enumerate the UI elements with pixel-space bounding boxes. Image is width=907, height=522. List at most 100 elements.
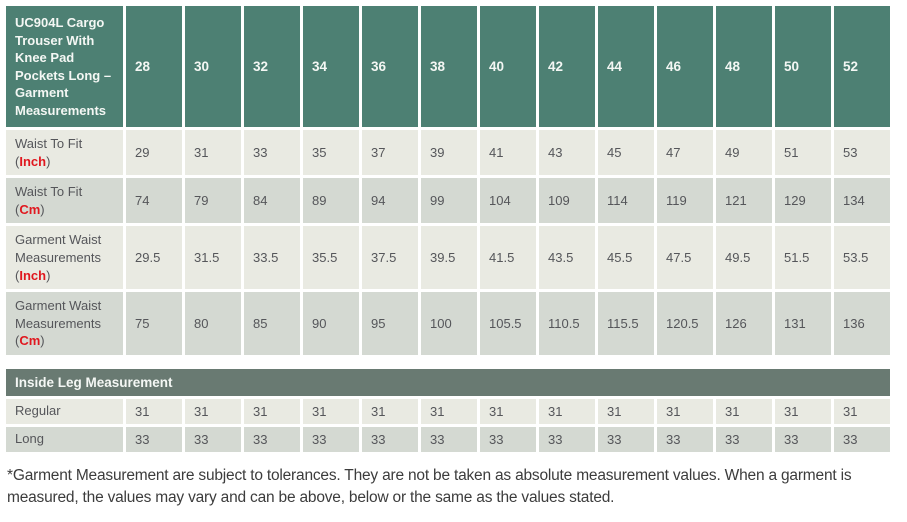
value-size-36: 37 [362, 130, 418, 176]
size-header-44: 44 [598, 6, 654, 128]
value-size-32: 84 [244, 178, 300, 224]
tolerance-footnote: *Garment Measurement are subject to tole… [7, 466, 852, 507]
value-size-34: 33 [303, 426, 359, 452]
value-size-44: 45 [598, 130, 654, 176]
measurement-row-2: Waist To Fit (Cm) 74 79 84 89 94 99 104 109 114 11… [6, 178, 890, 224]
row-label: Waist To Fit (Inch) [6, 130, 123, 176]
size-header-46: 46 [657, 6, 713, 128]
value-size-30: 31.5 [185, 226, 241, 290]
value-size-52: 134 [834, 178, 890, 224]
measurement-row-3: Garment Waist Measurements (Inch) 29.5 31.… [6, 226, 890, 290]
value-size-28: 31 [126, 398, 182, 424]
value-size-34: 31 [303, 398, 359, 424]
value-size-42: 43 [539, 130, 595, 176]
size-header-40: 40 [480, 6, 536, 128]
value-size-48: 49 [716, 130, 772, 176]
value-size-48: 121 [716, 178, 772, 224]
size-header-34: 34 [303, 6, 359, 128]
value-size-36: 31 [362, 398, 418, 424]
value-size-28: 74 [126, 178, 182, 224]
value-size-46: 47 [657, 130, 713, 176]
value-size-42: 109 [539, 178, 595, 224]
value-size-50: 33 [775, 426, 831, 452]
value-size-40: 41 [480, 130, 536, 176]
value-size-36: 95 [362, 292, 418, 355]
size-header-32: 32 [244, 6, 300, 128]
size-header-50: 50 [775, 6, 831, 128]
value-size-48: 126 [716, 292, 772, 355]
inside-leg-table: Inside Leg Measurement Regular 31 31 31 31 31… [3, 366, 893, 455]
value-size-32: 31 [244, 398, 300, 424]
value-size-28: 29 [126, 130, 182, 176]
table-title: UC904L Cargo Trouser With Knee Pad Pocke… [6, 6, 123, 128]
value-size-38: 31 [421, 398, 477, 424]
value-size-30: 31 [185, 130, 241, 176]
value-size-30: 31 [185, 398, 241, 424]
value-size-32: 33 [244, 130, 300, 176]
value-size-50: 131 [775, 292, 831, 355]
value-size-42: 33 [539, 426, 595, 452]
value-size-44: 114 [598, 178, 654, 224]
value-size-30: 33 [185, 426, 241, 452]
value-size-46: 33 [657, 426, 713, 452]
value-size-40: 105.5 [480, 292, 536, 355]
row-label: Waist To Fit (Cm) [6, 178, 123, 224]
value-size-42: 31 [539, 398, 595, 424]
row-label: Garment Waist Measurements (Cm) [6, 292, 123, 355]
value-size-42: 43.5 [539, 226, 595, 290]
value-size-38: 39.5 [421, 226, 477, 290]
garment-measurements-table: UC904L Cargo Trouser With Knee Pad Pocke… [3, 3, 893, 358]
value-size-46: 47.5 [657, 226, 713, 290]
value-size-34: 90 [303, 292, 359, 355]
value-size-48: 49.5 [716, 226, 772, 290]
size-header-30: 30 [185, 6, 241, 128]
size-header-52: 52 [834, 6, 890, 128]
unit-label: (Cm) [15, 201, 45, 217]
value-size-42: 110.5 [539, 292, 595, 355]
value-size-36: 33 [362, 426, 418, 452]
value-size-52: 53 [834, 130, 890, 176]
value-size-40: 104 [480, 178, 536, 224]
row-label: Long [6, 426, 123, 452]
value-size-44: 31 [598, 398, 654, 424]
value-size-50: 31 [775, 398, 831, 424]
value-size-44: 33 [598, 426, 654, 452]
value-size-50: 51.5 [775, 226, 831, 290]
inside-leg-section-title: Inside Leg Measurement [6, 368, 890, 396]
value-size-32: 33.5 [244, 226, 300, 290]
size-header-38: 38 [421, 6, 477, 128]
size-header-row: UC904L Cargo Trouser With Knee Pad Pocke… [6, 6, 890, 128]
value-size-38: 39 [421, 130, 477, 176]
size-header-48: 48 [716, 6, 772, 128]
inside-leg-row-long: Long 33 33 33 33 33 33 33 33 33 33 33 33 33 [6, 426, 890, 452]
value-size-48: 31 [716, 398, 772, 424]
row-label: Garment Waist Measurements (Inch) [6, 226, 123, 290]
value-size-50: 51 [775, 130, 831, 176]
value-size-46: 31 [657, 398, 713, 424]
value-size-34: 35 [303, 130, 359, 176]
value-size-36: 37.5 [362, 226, 418, 290]
value-size-38: 33 [421, 426, 477, 452]
value-size-48: 33 [716, 426, 772, 452]
value-size-38: 99 [421, 178, 477, 224]
value-size-32: 33 [244, 426, 300, 452]
size-header-36: 36 [362, 6, 418, 128]
value-size-46: 120.5 [657, 292, 713, 355]
value-size-52: 136 [834, 292, 890, 355]
size-header-28: 28 [126, 6, 182, 128]
value-size-50: 129 [775, 178, 831, 224]
value-size-28: 29.5 [126, 226, 182, 290]
size-header-42: 42 [539, 6, 595, 128]
unit-label: (Cm) [15, 333, 45, 349]
value-size-28: 75 [126, 292, 182, 355]
value-size-40: 33 [480, 426, 536, 452]
value-size-44: 115.5 [598, 292, 654, 355]
value-size-46: 119 [657, 178, 713, 224]
value-size-32: 85 [244, 292, 300, 355]
value-size-40: 31 [480, 398, 536, 424]
unit-label: (Inch) [15, 267, 51, 283]
inside-leg-header-row: Inside Leg Measurement [6, 368, 890, 396]
value-size-34: 89 [303, 178, 359, 224]
value-size-30: 79 [185, 178, 241, 224]
row-label: Regular [6, 398, 123, 424]
